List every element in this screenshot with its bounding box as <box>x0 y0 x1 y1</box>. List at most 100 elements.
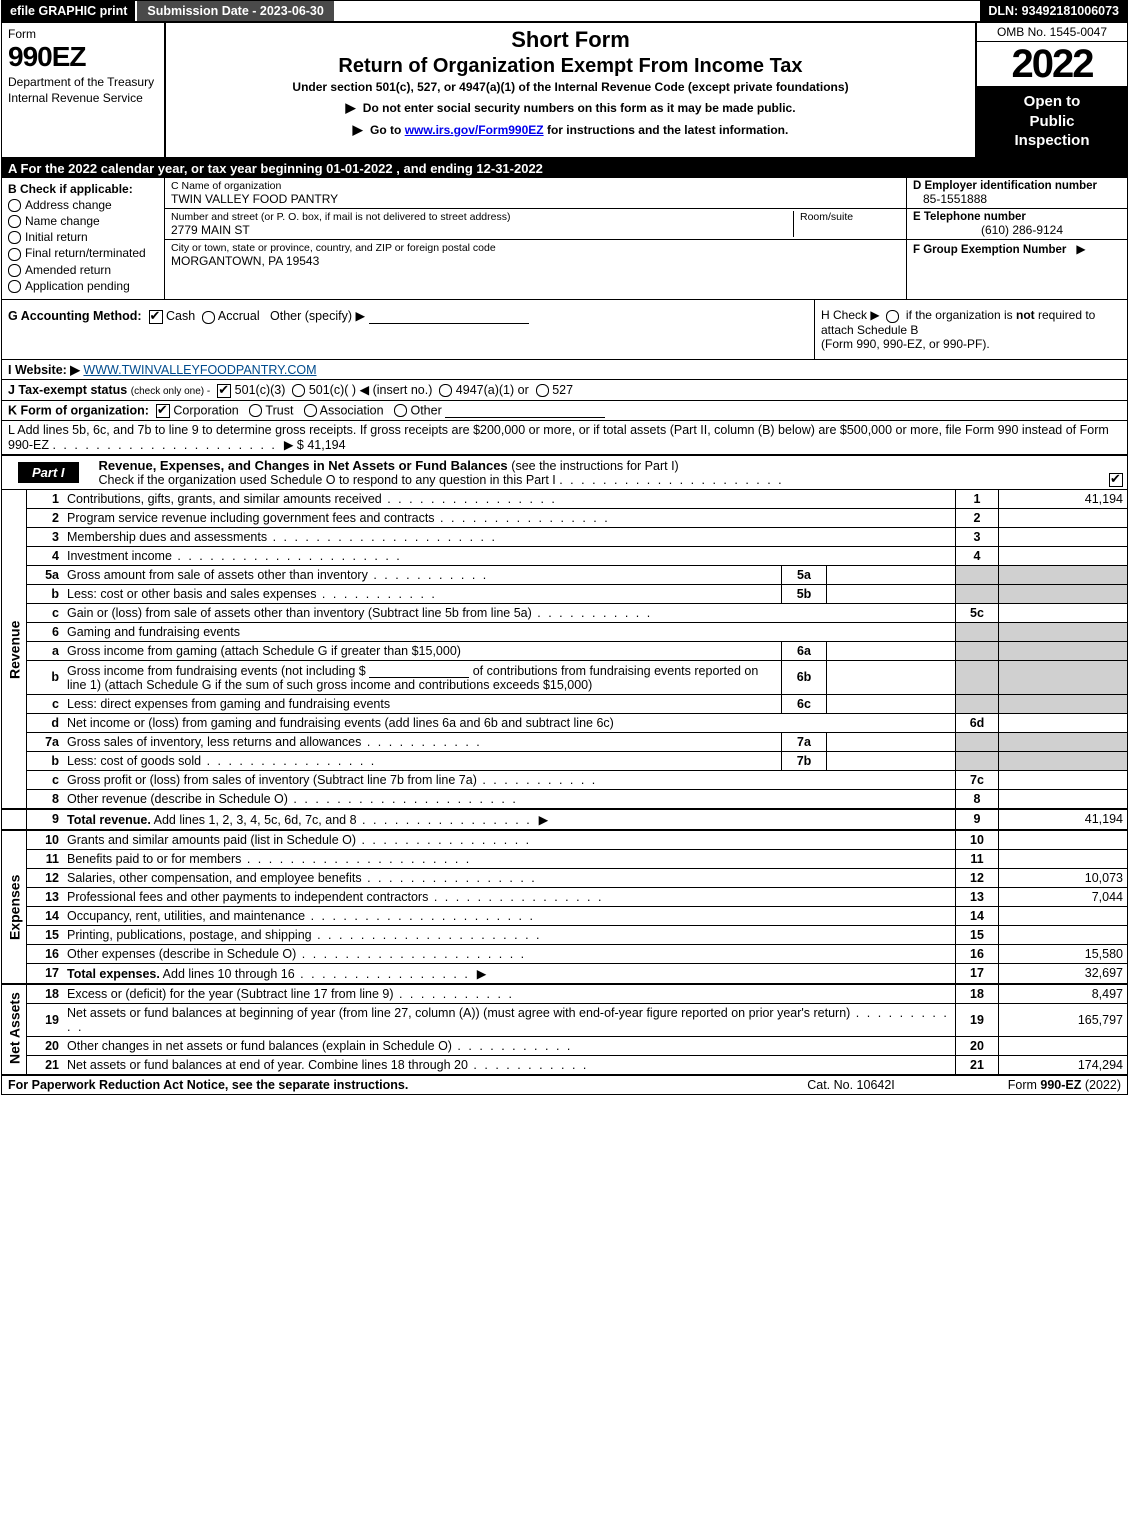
footer-cat: Cat. No. 10642I <box>761 1078 941 1092</box>
side-label-revenue: Revenue <box>2 490 27 809</box>
title-short-form: Short Form <box>172 27 969 53</box>
chk-527[interactable] <box>536 384 549 397</box>
lnum: a <box>27 641 64 660</box>
subcol-num: 7b <box>782 751 827 770</box>
chk-501c[interactable] <box>292 384 305 397</box>
chk-schedule-o-checked[interactable] <box>1109 473 1123 487</box>
section-bcdef: B Check if applicable: Address change Na… <box>2 178 1127 301</box>
col-num: 7c <box>956 770 999 789</box>
col-val: 10,073 <box>999 868 1128 887</box>
col-val: 41,194 <box>999 490 1128 509</box>
inspect-line3: Inspection <box>981 131 1123 151</box>
dots <box>477 773 597 787</box>
dots <box>305 909 535 923</box>
cell-phone: E Telephone number (610) 286-9124 <box>907 209 1127 240</box>
cell-ein: D Employer identification number 85-1551… <box>907 178 1127 209</box>
col-val <box>999 849 1128 868</box>
opt-corporation: Corporation <box>173 403 238 417</box>
line-6a: a Gross income from gaming (attach Sched… <box>2 641 1127 660</box>
col-num: 14 <box>956 906 999 925</box>
chk-trust[interactable] <box>249 404 262 417</box>
phone-value: (610) 286-9124 <box>913 223 1121 237</box>
dots <box>357 813 532 827</box>
k-label: K Form of organization: <box>8 403 149 417</box>
row-k-form-org: K Form of organization: Corporation Trus… <box>2 401 1127 421</box>
lnum: c <box>27 694 64 713</box>
chk-association[interactable] <box>304 404 317 417</box>
lnum: d <box>27 713 64 732</box>
col-num: 2 <box>956 508 999 527</box>
dots <box>382 492 557 506</box>
col-val <box>999 830 1128 850</box>
lnum: c <box>27 603 64 622</box>
chk-4947[interactable] <box>439 384 452 397</box>
desc: Contributions, gifts, grants, and simila… <box>67 492 382 506</box>
efile-label: efile GRAPHIC print <box>2 1 135 21</box>
chk-name-change[interactable]: Name change <box>8 214 158 228</box>
chk-amended-return[interactable]: Amended return <box>8 263 158 277</box>
lnum: 5a <box>27 565 64 584</box>
opt-accrual: Accrual <box>218 309 260 323</box>
dots <box>267 530 497 544</box>
chk-final-return[interactable]: Final return/terminated <box>8 246 158 260</box>
desc: Excess or (deficit) for the year (Subtra… <box>67 987 394 1001</box>
j-small: (check only one) - <box>131 386 210 397</box>
col-num-shaded <box>956 641 999 660</box>
row-a-tax-year: A For the 2022 calendar year, or tax yea… <box>2 159 1127 178</box>
line-3: 3 Membership dues and assessments 3 <box>2 527 1127 546</box>
col-val: 41,194 <box>999 809 1128 830</box>
form-header: Form 990EZ Department of the Treasury In… <box>2 23 1127 159</box>
desc: Membership dues and assessments <box>67 530 267 544</box>
part-i-check-text: Check if the organization used Schedule … <box>89 473 556 487</box>
lnum: 8 <box>27 789 64 809</box>
line-13: 13 Professional fees and other payments … <box>2 887 1127 906</box>
street-value: 2779 MAIN ST <box>171 223 787 237</box>
form-number: 990EZ <box>8 41 158 73</box>
chk-other[interactable] <box>394 404 407 417</box>
page-footer: For Paperwork Reduction Act Notice, see … <box>2 1074 1127 1094</box>
chk-initial-return[interactable]: Initial return <box>8 230 158 244</box>
subcol-val <box>827 751 956 770</box>
chk-501c3-checked[interactable] <box>217 384 231 398</box>
lnum: 12 <box>27 868 64 887</box>
i-label: I Website: ▶ <box>8 363 80 377</box>
line-20: 20 Other changes in net assets or fund b… <box>2 1036 1127 1055</box>
row-i-website: I Website: ▶ WWW.TWINVALLEYFOODPANTRY.CO… <box>2 360 1127 380</box>
col-val-shaded <box>999 732 1128 751</box>
col-val: 15,580 <box>999 944 1128 963</box>
col-val <box>999 508 1128 527</box>
j-label: J Tax-exempt status <box>8 383 127 397</box>
desc: Net assets or fund balances at end of ye… <box>67 1058 468 1072</box>
subcol-num: 5b <box>782 584 827 603</box>
col-num-shaded <box>956 584 999 603</box>
desc-bold: Total expenses. <box>67 967 160 981</box>
line-17: 17 Total expenses. Add lines 10 through … <box>2 963 1127 984</box>
opt-association: Association <box>320 403 384 417</box>
header-center: Short Form Return of Organization Exempt… <box>166 23 975 157</box>
topbar-spacer <box>336 1 981 21</box>
dots <box>296 947 526 961</box>
dots <box>295 967 470 981</box>
chk-schedule-b[interactable] <box>886 310 899 323</box>
irs-link[interactable]: www.irs.gov/Form990EZ <box>405 123 544 137</box>
desc: Other revenue (describe in Schedule O) <box>67 792 288 806</box>
street-label: Number and street (or P. O. box, if mail… <box>171 211 787 223</box>
part-i-header: Part I Revenue, Expenses, and Changes in… <box>2 454 1127 490</box>
col-num: 12 <box>956 868 999 887</box>
website-link[interactable]: WWW.TWINVALLEYFOODPANTRY.COM <box>83 363 316 377</box>
chk-corporation-checked[interactable] <box>156 404 170 418</box>
desc: Program service revenue including govern… <box>67 511 435 525</box>
dots <box>435 511 610 525</box>
cell-group-exemption: F Group Exemption Number ▶ <box>907 240 1127 258</box>
line-14: 14 Occupancy, rent, utilities, and maint… <box>2 906 1127 925</box>
checkbox-icon <box>8 264 21 277</box>
chk-cash-checked[interactable] <box>149 310 163 324</box>
dept-treasury: Department of the Treasury <box>8 75 158 89</box>
chk-application-pending[interactable]: Application pending <box>8 279 158 293</box>
chk-accrual[interactable] <box>202 311 215 324</box>
line-8: 8 Other revenue (describe in Schedule O)… <box>2 789 1127 809</box>
chk-address-change[interactable]: Address change <box>8 198 158 212</box>
line-16: 16 Other expenses (describe in Schedule … <box>2 944 1127 963</box>
note-goto-prefix: Go to <box>370 123 405 137</box>
subcol-num: 7a <box>782 732 827 751</box>
